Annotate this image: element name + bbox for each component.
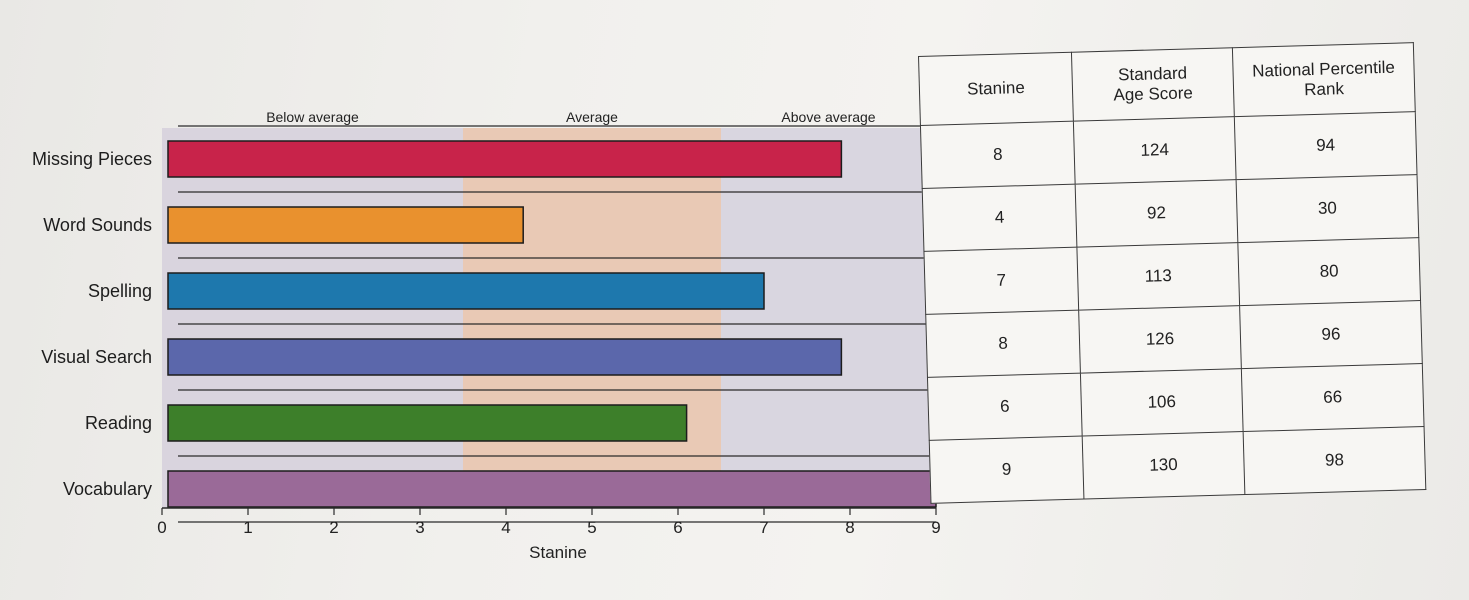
column-header-national-percentile-rank: National Percentile Rank [1232, 42, 1416, 117]
category-label: Vocabulary [63, 479, 152, 499]
category-label: Reading [85, 413, 152, 433]
table-cell-percentile-rank: 66 [1241, 363, 1425, 432]
table-cell-stanine: 8 [920, 121, 1076, 189]
table-cell-percentile-rank: 96 [1239, 300, 1423, 369]
table-cell-percentile-rank: 98 [1243, 426, 1426, 495]
bar-word-sounds [167, 206, 524, 244]
band-layer: Below average Average Above average [162, 109, 936, 508]
table-cell-stanine: 8 [925, 310, 1081, 378]
table-cell-percentile-rank: 94 [1234, 111, 1418, 180]
category-label: Spelling [88, 281, 152, 301]
x-tick-label: 3 [415, 518, 424, 537]
table-cell-stanine: 6 [927, 373, 1083, 441]
x-axis: 0 1 2 3 4 5 6 7 8 9 [157, 507, 941, 537]
x-tick-label: 7 [759, 518, 768, 537]
band-1 [162, 128, 463, 508]
band-3 [721, 128, 936, 508]
band-label: Below average [266, 109, 359, 125]
x-tick-label: 2 [329, 518, 338, 537]
category-label-layer: Missing Pieces Word Sounds Spelling Visual … [32, 149, 152, 499]
band-label: Average [566, 109, 618, 125]
table-cell-stanine: 7 [923, 247, 1079, 315]
category-label: Missing Pieces [32, 149, 152, 169]
bar-vocabulary [167, 470, 937, 508]
x-tick-label: 1 [243, 518, 252, 537]
band-label: Above average [781, 109, 875, 125]
category-label: Visual Search [41, 347, 152, 367]
x-tick-label: 5 [587, 518, 596, 537]
table-cell-standard-age-score: 130 [1082, 431, 1245, 500]
table-cell-stanine: 9 [929, 436, 1084, 504]
bar-visual-search [167, 338, 843, 376]
table-row: 9 130 98 [929, 426, 1426, 504]
column-header-standard-age-score: Standard Age Score [1071, 47, 1235, 122]
table-cell-stanine: 4 [922, 184, 1077, 252]
bar-reading [167, 404, 688, 442]
standard-age-score-label: Standard Age Score [1113, 63, 1194, 105]
bar-missing-pieces [167, 140, 843, 178]
national-percentile-rank-label: National Percentile Rank [1251, 57, 1396, 100]
bar-spelling [167, 272, 765, 310]
category-label: Word Sounds [43, 215, 152, 235]
row-separator-layer [178, 125, 936, 523]
column-header-stanine: Stanine [918, 52, 1074, 126]
table-cell-standard-age-score: 124 [1073, 116, 1237, 185]
x-tick-label: 0 [157, 518, 166, 537]
x-tick-label: 6 [673, 518, 682, 537]
table-cell-standard-age-score: 92 [1075, 179, 1238, 248]
table-cell-percentile-rank: 80 [1237, 237, 1421, 306]
table-cell-percentile-rank: 30 [1236, 174, 1419, 243]
x-tick-label: 8 [845, 518, 854, 537]
bar-layer [167, 140, 937, 508]
table-cell-standard-age-score: 126 [1078, 305, 1242, 374]
table-cell-standard-age-score: 106 [1080, 368, 1244, 437]
score-table: Stanine Standard Age Score National Perc… [918, 42, 1427, 504]
x-tick-label: 4 [501, 518, 510, 537]
x-axis-title: Stanine [529, 543, 587, 562]
x-tick-label: 9 [931, 518, 940, 537]
table-cell-standard-age-score: 113 [1076, 242, 1240, 311]
band-2 [463, 128, 721, 508]
